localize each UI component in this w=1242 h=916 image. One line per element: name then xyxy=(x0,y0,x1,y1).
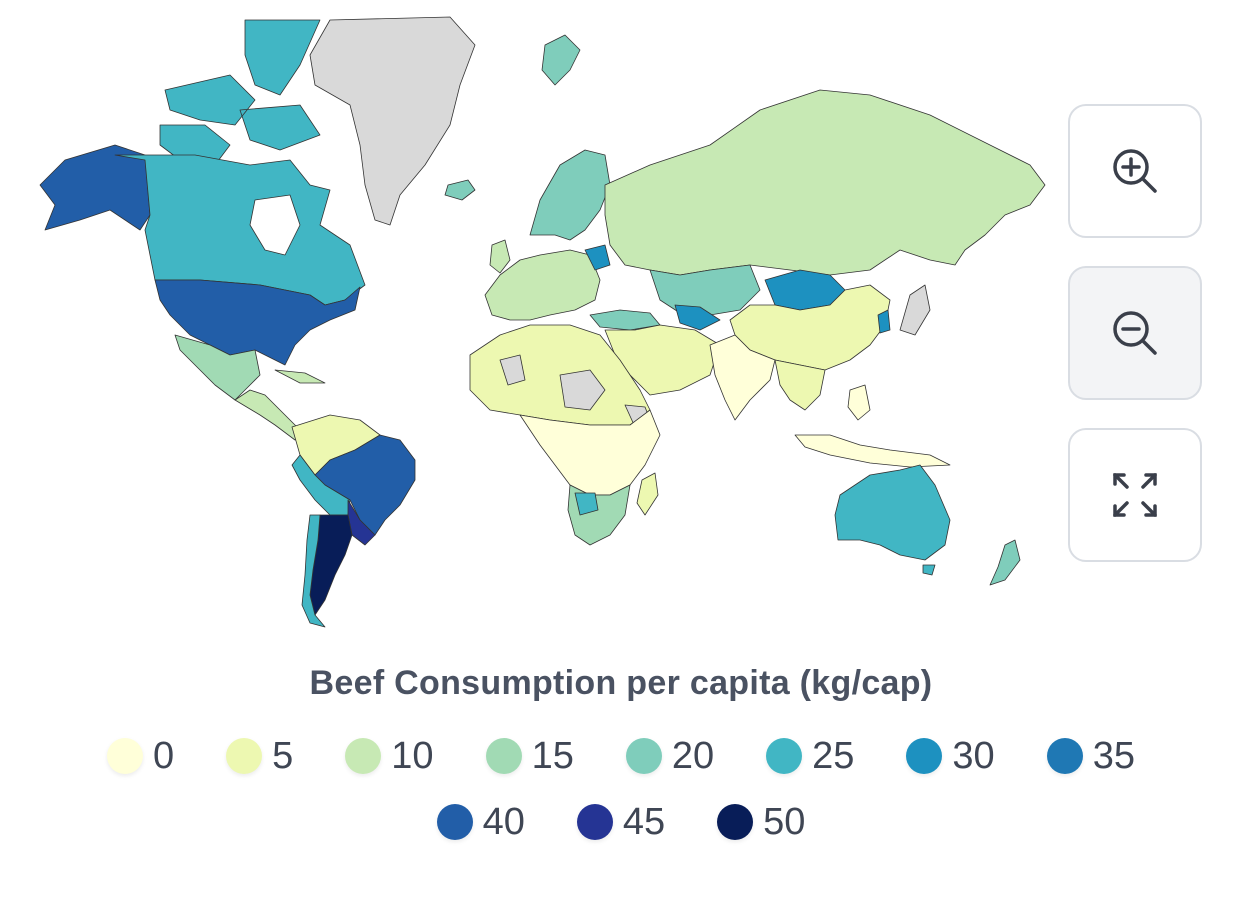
country-philippines[interactable] xyxy=(847,384,871,421)
fullscreen-icon xyxy=(1113,473,1157,517)
legend-item[interactable]: 40 xyxy=(436,800,525,844)
world-map-svg[interactable] xyxy=(30,15,1060,635)
legend-swatch xyxy=(107,738,144,774)
legend-label: 35 xyxy=(1092,734,1135,777)
legend-swatch xyxy=(436,804,473,840)
country-japan[interactable] xyxy=(899,284,931,336)
legend-item[interactable]: 45 xyxy=(576,800,666,844)
country-indonesia[interactable] xyxy=(794,434,951,468)
legend-label: 30 xyxy=(952,734,995,777)
country-africa-central[interactable] xyxy=(519,409,661,496)
country-chile[interactable] xyxy=(301,514,326,628)
country-alaska[interactable] xyxy=(39,144,151,231)
legend-swatch xyxy=(345,738,382,774)
country-cuba[interactable] xyxy=(274,369,326,384)
legend-item[interactable]: 5 xyxy=(226,734,293,778)
legend-swatch xyxy=(906,738,943,774)
legend-swatch xyxy=(1046,738,1083,774)
legend-item[interactable]: 50 xyxy=(717,800,805,844)
fullscreen-button[interactable] xyxy=(1068,428,1202,562)
country-russia[interactable] xyxy=(604,89,1046,276)
legend-label: 15 xyxy=(531,734,574,777)
country-botswana[interactable] xyxy=(574,492,599,516)
country-korea[interactable] xyxy=(877,309,891,334)
country-usa[interactable] xyxy=(154,279,361,366)
country-india[interactable] xyxy=(709,334,776,421)
color-legend: 0 5 10 15 20 25 30 35 40 45 50 xyxy=(60,734,1182,844)
country-kazakhstan[interactable] xyxy=(649,264,761,316)
legend-swatch xyxy=(766,738,803,774)
legend-swatch xyxy=(485,738,522,774)
country-canada[interactable] xyxy=(114,154,366,306)
country-svalbard[interactable] xyxy=(541,34,581,86)
legend-label: 50 xyxy=(763,800,806,843)
legend-label: 25 xyxy=(812,734,855,777)
map-controls xyxy=(1068,104,1206,590)
legend-label: 40 xyxy=(482,800,525,843)
country-uk[interactable] xyxy=(489,239,511,274)
legend-item[interactable]: 15 xyxy=(485,734,574,778)
legend-label: 10 xyxy=(391,734,434,777)
country-southeast-asia[interactable] xyxy=(774,359,826,411)
legend-item[interactable]: 35 xyxy=(1046,734,1135,778)
zoom-in-icon xyxy=(1113,149,1157,193)
country-mexico[interactable] xyxy=(174,334,261,401)
legend-label: 5 xyxy=(272,734,294,777)
legend-label: 0 xyxy=(153,734,175,777)
country-greenland[interactable] xyxy=(309,16,476,226)
legend-item[interactable]: 0 xyxy=(107,734,174,778)
legend-item[interactable]: 30 xyxy=(906,734,995,778)
legend-swatch xyxy=(226,738,263,774)
zoom-out-button[interactable] xyxy=(1068,266,1202,400)
legend-item[interactable]: 10 xyxy=(345,734,434,778)
zoom-out-icon xyxy=(1113,311,1157,355)
country-canada-islands[interactable] xyxy=(159,19,321,166)
zoom-in-button[interactable] xyxy=(1068,104,1202,238)
legend-swatch xyxy=(576,804,613,840)
country-madagascar[interactable] xyxy=(636,472,659,516)
legend-label: 20 xyxy=(671,734,715,777)
country-iceland[interactable] xyxy=(444,179,476,201)
legend-item[interactable]: 20 xyxy=(625,734,715,778)
country-tasmania[interactable] xyxy=(922,564,936,576)
country-new-zealand[interactable] xyxy=(989,539,1021,586)
country-scandinavia[interactable] xyxy=(529,149,611,241)
legend-swatch xyxy=(717,804,754,840)
world-map[interactable] xyxy=(30,15,1060,635)
country-europe-west[interactable] xyxy=(484,249,601,321)
legend-swatch xyxy=(625,738,662,774)
country-australia[interactable] xyxy=(834,464,951,561)
legend-item[interactable]: 25 xyxy=(766,734,854,778)
legend-label: 45 xyxy=(622,800,666,843)
legend-title: Beef Consumption per capita (kg/cap) xyxy=(309,664,933,702)
country-ukraine[interactable] xyxy=(584,244,611,271)
country-uzbekistan[interactable] xyxy=(674,304,721,331)
